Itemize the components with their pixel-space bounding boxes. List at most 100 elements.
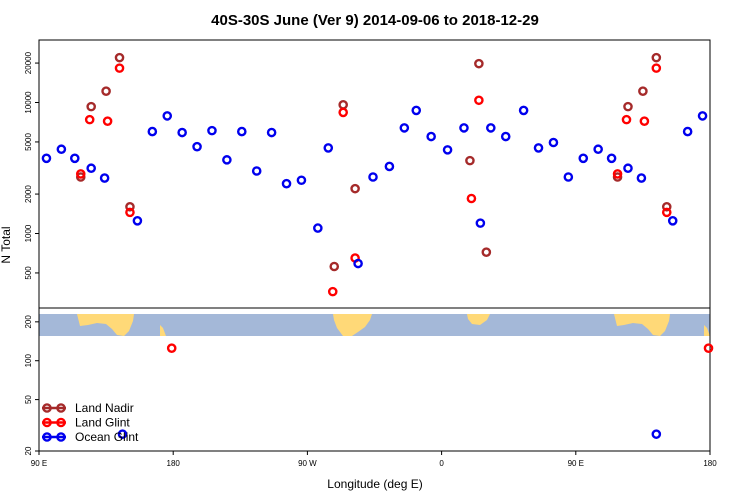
legend-marker-land-glint (42, 417, 52, 428)
land-nadir-point (114, 52, 125, 63)
ocean-glint-point (548, 137, 559, 148)
lower-y-tick-label: 50 (24, 395, 33, 404)
data-points (41, 52, 714, 439)
ocean-glint-point (323, 143, 334, 153)
map-land-newzealand (160, 325, 166, 336)
ocean-glint-point (222, 155, 232, 165)
land-glint-point (621, 114, 632, 125)
map-land-newzealand-2 (704, 325, 710, 336)
ocean-glint-point (533, 143, 544, 153)
upper-y-tick-label: 500 (24, 266, 33, 280)
upper-y-tick-label: 20000 (24, 51, 33, 74)
legend-label-land-nadir: Land Nadir (75, 401, 134, 415)
ocean-glint-point (236, 126, 247, 137)
legend-marker-ocean-glint (42, 432, 52, 442)
upper-y-tick-label: 2000 (24, 185, 33, 203)
land-glint-point (651, 63, 662, 73)
upper-y-tick-label: 10000 (24, 91, 33, 114)
land-nadir-point (125, 201, 135, 212)
ocean-glint-point (117, 429, 128, 439)
ocean-glint-point (192, 141, 202, 152)
land-glint-point (166, 343, 177, 354)
land-glint-point (75, 169, 86, 179)
ocean-glint-point (399, 123, 410, 133)
ocean-glint-point (384, 161, 395, 172)
land-glint-point (639, 116, 650, 126)
x-tick-label: 90 W (298, 459, 317, 468)
land-nadir-point (465, 155, 475, 166)
ocean-glint-point (411, 105, 422, 116)
ocean-glint-point (296, 175, 307, 186)
land-glint-point (102, 116, 113, 126)
ocean-glint-point (177, 127, 187, 138)
x-axis: 90 E 180 90 W 0 90 E 180 (31, 451, 717, 468)
ocean-glint-point (682, 126, 693, 137)
land-nadir-point (101, 86, 111, 96)
upper-y-tick-label: 5000 (24, 132, 33, 150)
land-glint-point (114, 63, 125, 73)
land-nadir-point (623, 101, 633, 112)
land-glint-point (612, 169, 623, 179)
ocean-glint-point (368, 172, 378, 182)
ocean-glint-point (266, 127, 277, 138)
ocean-glint-point (442, 145, 453, 155)
y-axis-label: N Total (0, 226, 13, 263)
ocean-glint-point (623, 163, 633, 174)
ocean-glint-point (251, 166, 262, 176)
x-axis-label: Longitude (deg E) (327, 477, 422, 491)
map-land-southamerica (333, 314, 372, 336)
ocean-glint-point (459, 123, 469, 133)
x-tick-label: 90 E (568, 459, 584, 468)
legend-label-ocean-glint: Ocean Glint (75, 430, 139, 444)
ocean-glint-point (281, 178, 292, 189)
x-tick-label: 0 (439, 459, 444, 468)
ocean-glint-point (132, 216, 143, 226)
lower-panel-frame (38, 307, 711, 452)
land-nadir-point (338, 100, 348, 110)
ocean-glint-point (667, 216, 678, 226)
land-glint-point (84, 114, 95, 125)
land-nadir-point (86, 101, 96, 112)
legend-marker-land-nadir (42, 403, 52, 413)
x-tick-label: 180 (703, 459, 717, 468)
ocean-glint-point (162, 111, 173, 121)
ocean-glint-point (56, 144, 67, 155)
lower-y-tick-label: 100 (24, 354, 33, 368)
land-nadir-point (651, 52, 662, 63)
lower-y-tick-label: 20 (24, 446, 33, 455)
land-nadir-point (329, 261, 340, 272)
ocean-glint-point (563, 172, 574, 182)
ocean-glint-point (606, 153, 617, 164)
upper-y-axis: 500 1000 2000 5000 10000 20000 (24, 51, 39, 280)
map-strip (39, 314, 710, 336)
x-tick-label: 90 E (31, 459, 47, 468)
land-nadir-point (661, 201, 672, 212)
land-nadir-point (350, 183, 360, 194)
ocean-glint-point (426, 131, 436, 142)
ocean-glint-point (500, 131, 511, 142)
ocean-glint-point (99, 173, 110, 183)
map-land-australia-2 (614, 314, 670, 336)
ocean-glint-point (207, 125, 217, 136)
land-nadir-point (481, 247, 492, 257)
ocean-glint-point (578, 153, 589, 164)
ocean-glint-point (313, 223, 323, 233)
ocean-glint-point (69, 153, 80, 164)
ocean-glint-point (651, 429, 662, 439)
chart-title: 40S-30S June (Ver 9) 2014-09-06 to 2018-… (211, 12, 539, 29)
lower-y-axis: 20 50 100 200 (24, 315, 39, 455)
map-land-africa (467, 314, 490, 325)
legend-marker-ocean-glint (56, 432, 66, 442)
land-glint-point (338, 107, 348, 118)
map-land-australia (77, 314, 134, 336)
map-ocean (39, 314, 710, 336)
land-glint-point (466, 193, 477, 204)
x-tick-label: 180 (167, 459, 181, 468)
ocean-glint-point (636, 173, 647, 183)
land-glint-point (703, 343, 714, 354)
legend-label-land-glint: Land Glint (75, 416, 130, 430)
ocean-glint-point (86, 163, 96, 174)
legend-marker-land-glint (56, 417, 66, 428)
